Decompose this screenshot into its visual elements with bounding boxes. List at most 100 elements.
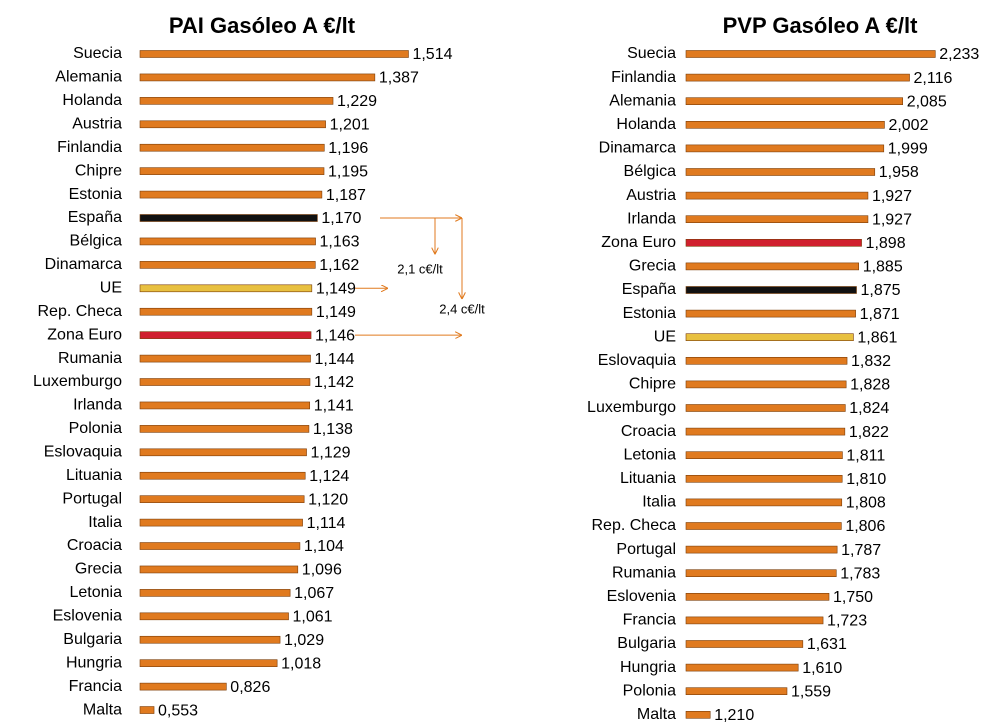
bar bbox=[139, 589, 291, 597]
bar bbox=[685, 498, 843, 507]
bar bbox=[139, 612, 289, 621]
value-label: 2,002 bbox=[888, 117, 928, 134]
value-label: 1,810 bbox=[846, 471, 886, 488]
category-label: Austria bbox=[72, 116, 122, 133]
value-label: 1,114 bbox=[307, 515, 346, 532]
value-label: 1,170 bbox=[321, 210, 361, 227]
bar bbox=[139, 682, 227, 691]
value-label: 1,898 bbox=[866, 235, 906, 252]
bar bbox=[139, 378, 311, 386]
category-label: Estonia bbox=[69, 186, 122, 203]
category-label: Polonia bbox=[69, 420, 122, 437]
value-label: 1,146 bbox=[315, 327, 355, 344]
bar bbox=[685, 640, 804, 648]
category-label: Hungria bbox=[66, 654, 122, 671]
bar bbox=[139, 354, 311, 363]
value-label: 1,514 bbox=[412, 46, 452, 63]
category-label: Holanda bbox=[616, 116, 676, 133]
bar bbox=[685, 144, 885, 153]
category-label: Letonia bbox=[624, 446, 677, 463]
value-label: 1,828 bbox=[850, 377, 890, 394]
bar bbox=[139, 73, 376, 82]
category-label: Finlandia bbox=[57, 139, 122, 156]
value-label: 1,138 bbox=[313, 421, 353, 438]
bar bbox=[685, 309, 856, 318]
category-label: Zona Euro bbox=[47, 326, 122, 343]
value-label: 1,163 bbox=[320, 234, 360, 251]
chart-title: PVP Gasóleo A €/lt bbox=[723, 13, 918, 38]
bar bbox=[139, 401, 311, 410]
category-label: Chipre bbox=[75, 162, 122, 179]
category-label: Finlandia bbox=[611, 69, 676, 86]
bar bbox=[139, 143, 325, 152]
category-label: Eslovenia bbox=[607, 588, 676, 605]
category-label: Croacia bbox=[621, 423, 676, 440]
category-label: Francia bbox=[623, 612, 676, 629]
value-label: 1,141 bbox=[314, 398, 354, 415]
category-label: Malta bbox=[83, 701, 122, 718]
value-label: 1,927 bbox=[872, 188, 912, 205]
value-label: 1,958 bbox=[879, 164, 919, 181]
value-label: 1,061 bbox=[293, 609, 333, 626]
bar bbox=[685, 286, 857, 294]
value-label: 1,162 bbox=[319, 257, 359, 274]
bar bbox=[139, 565, 299, 574]
value-label: 1,871 bbox=[860, 306, 900, 323]
bar bbox=[139, 471, 306, 480]
bar bbox=[685, 262, 859, 271]
bar bbox=[685, 356, 848, 365]
value-label: 0,553 bbox=[158, 702, 198, 719]
value-label: 1,610 bbox=[802, 660, 842, 677]
value-label: 1,387 bbox=[379, 70, 419, 87]
bar bbox=[139, 307, 313, 316]
value-label: 1,787 bbox=[841, 542, 881, 559]
bar bbox=[139, 331, 312, 339]
category-label: Irlanda bbox=[627, 210, 676, 227]
value-label: 0,826 bbox=[230, 679, 270, 696]
value-label: 1,811 bbox=[846, 447, 885, 464]
bar bbox=[685, 121, 885, 129]
category-label: Lituania bbox=[620, 470, 676, 487]
category-label: Malta bbox=[637, 706, 676, 723]
value-label: 1,824 bbox=[849, 400, 889, 417]
bar bbox=[139, 237, 316, 246]
bar bbox=[685, 404, 846, 412]
value-label: 1,067 bbox=[294, 585, 334, 602]
bar bbox=[685, 474, 843, 483]
bar bbox=[139, 190, 323, 199]
bar bbox=[685, 73, 910, 82]
value-label: 1,029 bbox=[284, 632, 324, 649]
category-label: Eslovaquia bbox=[44, 444, 122, 461]
bar bbox=[685, 191, 869, 200]
category-label: Austria bbox=[626, 187, 676, 204]
bar bbox=[139, 495, 305, 503]
chart-title: PAI Gasóleo A €/lt bbox=[169, 13, 356, 38]
value-label: 1,783 bbox=[840, 565, 880, 582]
bar bbox=[685, 168, 876, 176]
category-label: Rep. Checa bbox=[38, 303, 123, 320]
value-label: 1,195 bbox=[328, 163, 368, 180]
value-label: 1,806 bbox=[845, 518, 885, 535]
category-label: Suecia bbox=[627, 45, 676, 62]
value-label: 1,120 bbox=[308, 491, 348, 508]
bar bbox=[685, 616, 824, 625]
category-label: Alemania bbox=[609, 92, 676, 109]
bar bbox=[685, 333, 854, 342]
bar bbox=[685, 522, 842, 530]
category-label: Rep. Checa bbox=[592, 517, 677, 534]
bar bbox=[139, 284, 313, 293]
value-label: 1,631 bbox=[807, 636, 847, 653]
category-label: España bbox=[622, 281, 676, 298]
category-label: UE bbox=[654, 328, 676, 345]
bar bbox=[139, 706, 155, 714]
category-label: Italia bbox=[642, 494, 676, 511]
category-label: Rumania bbox=[58, 350, 122, 367]
category-label: Bulgaria bbox=[63, 631, 122, 648]
category-label: Dinamarca bbox=[45, 256, 122, 273]
bar bbox=[139, 635, 281, 644]
category-label: Suecia bbox=[73, 45, 122, 62]
category-label: Lituania bbox=[66, 467, 122, 484]
category-label: Holanda bbox=[62, 92, 122, 109]
bar bbox=[685, 97, 903, 105]
